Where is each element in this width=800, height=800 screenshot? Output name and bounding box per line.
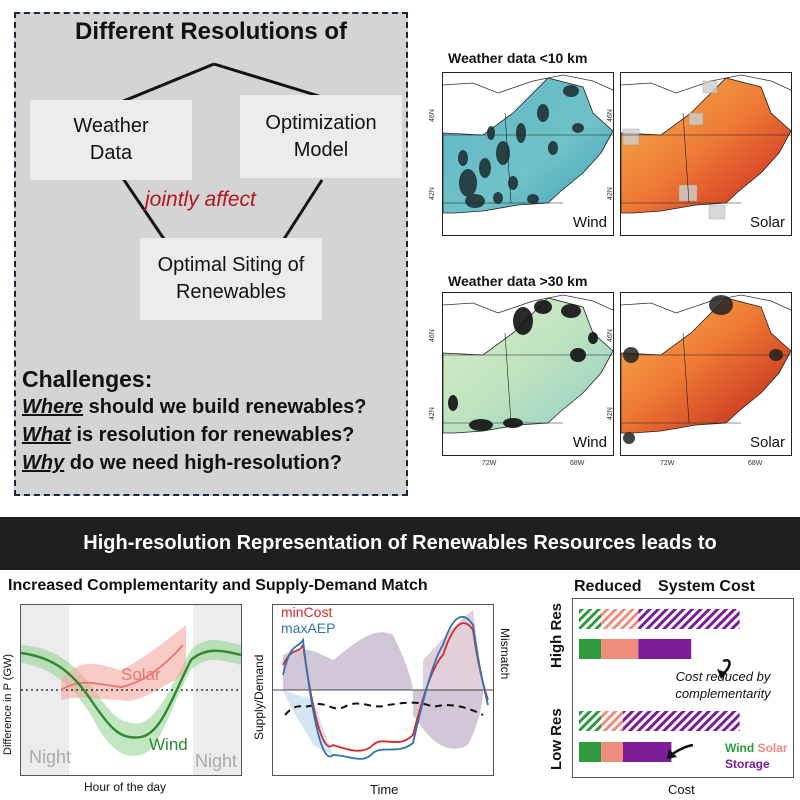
- mismatch-axis-label: Mismatch: [498, 628, 512, 680]
- challenges-title: Challenges:: [22, 366, 153, 392]
- map-wind-high-res: Wind: [442, 72, 614, 236]
- map-solar-low-res-graphic: [621, 294, 791, 444]
- solar-series-label: Solar: [121, 665, 161, 684]
- cost-bar-low-solid-solar: [601, 742, 623, 762]
- legend-wind: Wind: [725, 741, 755, 755]
- challenge-text: do we need high-resolution?: [64, 452, 342, 474]
- complementarity-chart: Solar Wind Night Night: [20, 604, 242, 776]
- map-label-wind: Wind: [572, 214, 607, 231]
- lat-42-label: 42N: [607, 187, 614, 200]
- legend-solar: Solar: [757, 741, 788, 755]
- supply-demand-chart: minCost maxAEP: [272, 604, 494, 776]
- challenge-where: Where should we build renewables?: [22, 396, 367, 419]
- cost-bar-high-solid-solar: [601, 639, 639, 659]
- lat-42-label: 42N: [429, 407, 436, 420]
- challenge-text: is resolution for renewables?: [70, 424, 355, 446]
- diagram-heading: Different Resolutions of: [74, 18, 347, 45]
- complementarity-chart-graphic: [21, 605, 241, 775]
- map-solar-high-res: Solar: [620, 72, 792, 236]
- map-label-solar: Solar: [749, 434, 785, 451]
- map-wind-low-res-graphic: [443, 294, 613, 434]
- challenge-why: Why do we need high-resolution?: [22, 452, 342, 475]
- cost-bar-low-solid-storage: [623, 742, 672, 762]
- lon-68-label: 68W: [748, 460, 763, 467]
- challenge-text: should we build renewables?: [83, 396, 367, 418]
- map-label-wind: Wind: [572, 434, 607, 451]
- cost-bar-high-hatched-wind: [579, 609, 601, 629]
- banner-text: High-resolution Representation of Renewa…: [83, 532, 717, 554]
- supply-demand-chart-graphic: [273, 610, 493, 760]
- challenge-key: Why: [22, 452, 65, 474]
- system-cost-title-a: Reduced: [574, 578, 642, 595]
- cost-bar-low-hatched-wind: [579, 711, 601, 731]
- weather-data-box: Weather Data: [30, 100, 192, 180]
- complementarity-title: Increased Complementarity and Supply-Dem…: [8, 577, 428, 594]
- challenge-key: Where: [22, 396, 84, 418]
- cost-bar-low-hatched-solar: [601, 711, 623, 731]
- lon-72-label: 72W: [660, 460, 675, 467]
- cost-note: Cost reduced by complementarity: [675, 669, 771, 701]
- legend-storage: Storage: [725, 757, 770, 771]
- wind-series-label: Wind: [149, 735, 188, 754]
- time-axis-label: Time: [370, 782, 399, 797]
- cost-bar-low-solid-wind: [579, 742, 601, 762]
- cost-bar-low-hatched-storage: [623, 711, 740, 731]
- system-cost-title: Reduced System Cost: [574, 578, 755, 596]
- cost-axis-label: Cost: [668, 782, 695, 797]
- cost-bars: [579, 609, 740, 762]
- weather-data-label: Weather Data: [73, 115, 149, 164]
- system-cost-title-b: System Cost: [658, 578, 755, 595]
- optimal-siting-box: Optimal Siting of Renewables: [140, 238, 322, 320]
- system-cost-chart: Cost reduced by complementarity Wind Sol…: [572, 598, 794, 778]
- map-wind-low-res: Wind: [442, 292, 614, 456]
- lat-46-label: 46N: [429, 329, 436, 342]
- lat-46-label: 46N: [607, 109, 614, 122]
- map-title-low-res: Weather data >30 km: [448, 273, 588, 289]
- cost-bar-high-hatched-solar: [601, 609, 639, 629]
- lon-68-label: 68W: [570, 460, 585, 467]
- optimal-siting-label: Optimal Siting of Renewables: [157, 254, 305, 303]
- lon-72-label: 72W: [482, 460, 497, 467]
- lat-42-label: 42N: [607, 407, 614, 420]
- mincost-label: minCost: [281, 604, 333, 620]
- cost-bar-high-solid-storage: [638, 639, 692, 659]
- map-solar-low-res: Solar: [620, 292, 792, 456]
- maxaep-label: maxAEP: [281, 620, 336, 636]
- optimization-model-box: Optimization Model: [240, 95, 402, 178]
- map-label-solar: Solar: [749, 214, 785, 231]
- challenge-key: What: [22, 424, 71, 446]
- night-label: Night: [195, 751, 238, 771]
- night-label: Night: [29, 747, 72, 767]
- map-title-high-res: Weather data <10 km: [448, 50, 588, 66]
- lat-46-label: 46N: [607, 329, 614, 342]
- high-res-label: High Res: [548, 602, 565, 668]
- supply-demand-axis-label: Supply/Demand: [252, 654, 266, 740]
- cost-legend: Wind Solar: [725, 741, 788, 755]
- cost-bar-high-hatched-storage: [638, 609, 740, 629]
- lat-42-label: 42N: [429, 187, 436, 200]
- low-res-label: Low Res: [548, 708, 565, 770]
- difference-axis-label: Difference in P (GW): [2, 653, 14, 755]
- challenge-what: What is resolution for renewables?: [22, 424, 354, 447]
- jointly-affect-label: jointly affect: [145, 188, 256, 211]
- conclusion-banner: High-resolution Representation of Renewa…: [0, 517, 800, 570]
- system-cost-chart-graphic: [579, 609, 740, 762]
- lat-46-label: 46N: [429, 109, 436, 122]
- map-wind-high-res-graphic: [443, 74, 613, 214]
- map-solar-high-res-graphic: [621, 74, 791, 220]
- hour-axis-label: Hour of the day: [84, 780, 167, 794]
- cost-bar-high-solid-wind: [579, 639, 601, 659]
- optimization-model-label: Optimization Model: [265, 111, 377, 161]
